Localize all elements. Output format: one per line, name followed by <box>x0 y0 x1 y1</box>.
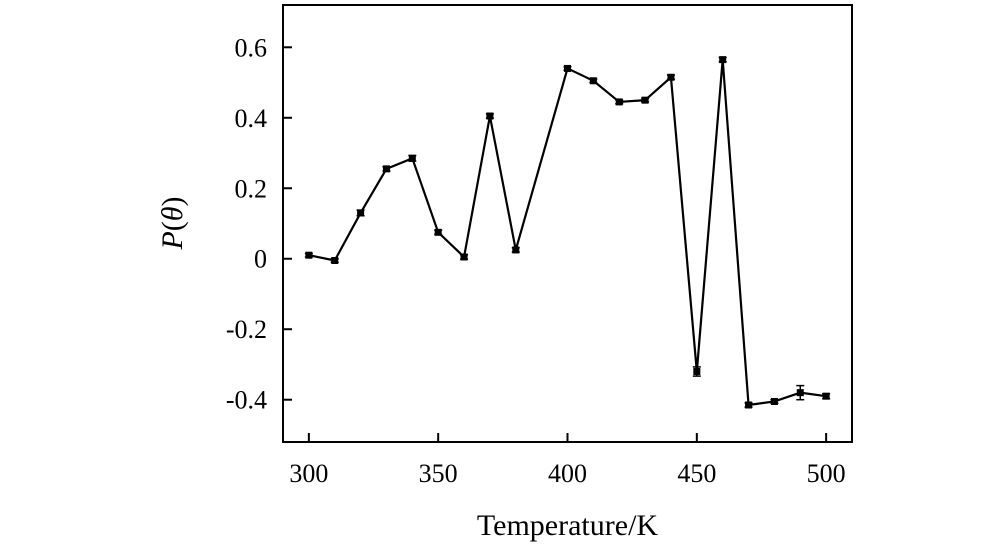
x-tick-label: 300 <box>289 459 328 488</box>
x-tick-label: 450 <box>677 459 716 488</box>
y-axis-title-symbol: P <box>156 231 189 250</box>
x-tick-label: 400 <box>548 459 587 488</box>
x-tick-label: 500 <box>807 459 846 488</box>
data-point <box>382 165 390 173</box>
y-axis-title: P(θ) <box>156 196 189 250</box>
y-tick-label: 0 <box>254 245 267 274</box>
tick-labels: 300 350 400 450 500 -0.4 -0.2 0 0.2 0.4 0.6 <box>226 33 846 488</box>
data-series <box>304 56 831 409</box>
y-tick-label: -0.4 <box>226 386 267 415</box>
data-point <box>719 56 727 64</box>
data-point <box>408 154 416 162</box>
data-point <box>305 251 313 259</box>
data-point <box>434 228 442 236</box>
y-tick-label: 0.6 <box>235 33 268 62</box>
data-point <box>745 401 753 409</box>
data-point <box>486 112 494 120</box>
x-axis-title: Temperature/K <box>477 509 658 542</box>
series-line <box>308 59 827 407</box>
data-point <box>796 389 804 397</box>
y-tick-label: 0.4 <box>235 104 268 133</box>
y-axis-title-open-paren: ( <box>156 221 189 231</box>
data-point <box>460 253 468 261</box>
y-axis-title-arg: θ <box>156 206 189 221</box>
data-point <box>512 246 520 254</box>
data-point <box>589 77 597 85</box>
x-tick-label: 350 <box>419 459 458 488</box>
data-point <box>693 368 701 376</box>
y-tick-label: 0.2 <box>235 174 268 203</box>
data-point <box>822 392 830 400</box>
data-point <box>667 73 675 81</box>
data-point <box>641 96 649 104</box>
data-point <box>770 397 778 405</box>
data-point <box>564 64 571 72</box>
data-point <box>357 209 365 217</box>
y-tick-label: -0.2 <box>226 315 267 344</box>
data-point <box>615 98 623 106</box>
y-axis-title-close-paren: ) <box>156 196 189 206</box>
axis-ticks <box>283 46 828 442</box>
data-point <box>331 257 339 265</box>
